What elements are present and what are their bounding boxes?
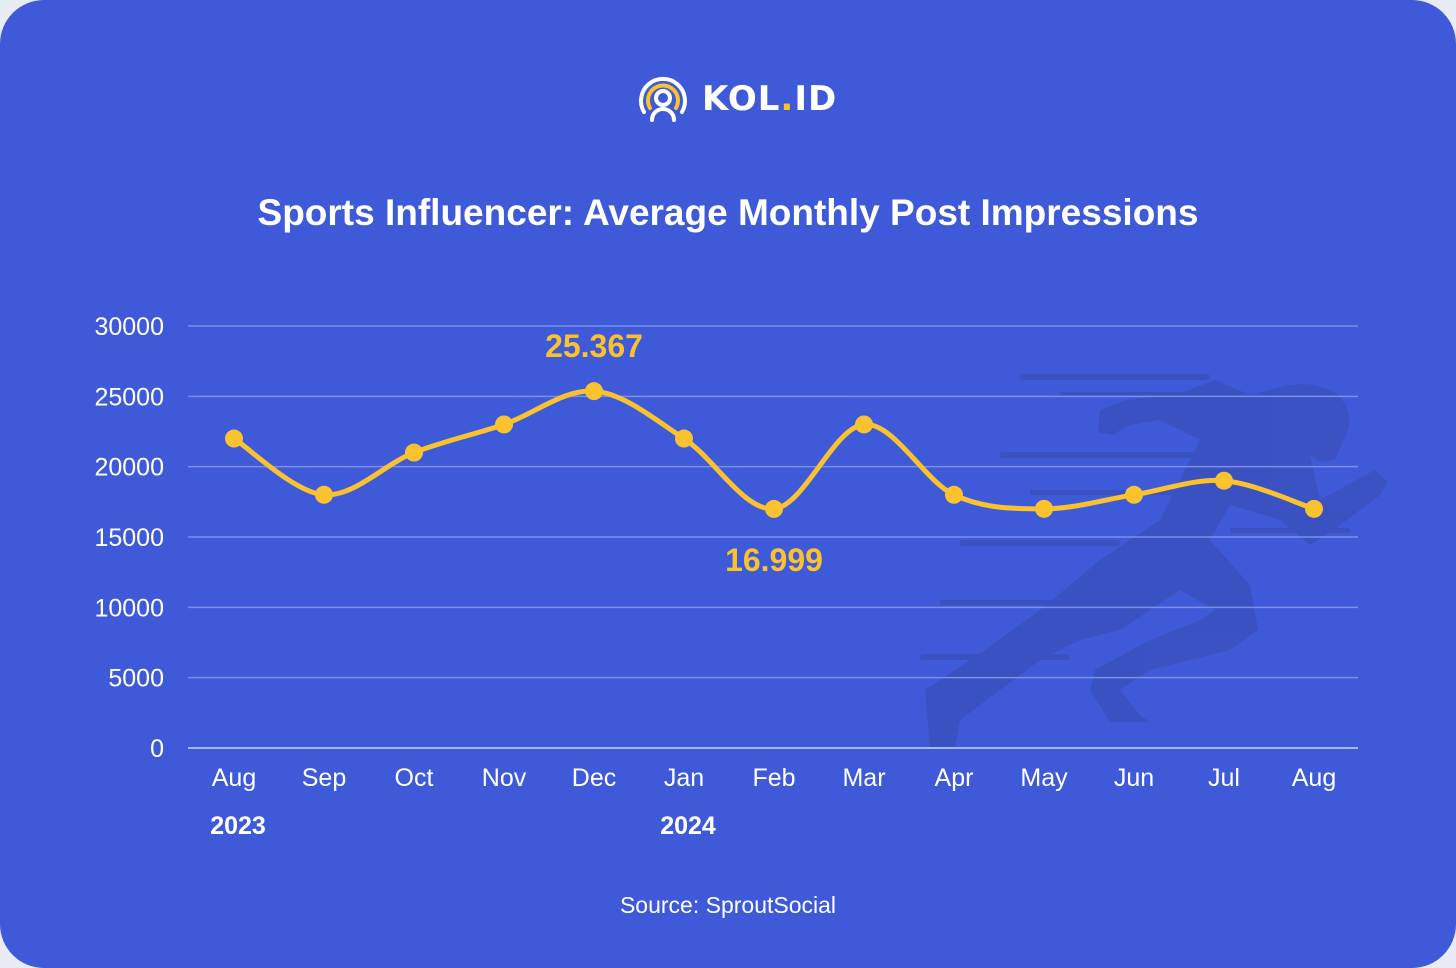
data-point (315, 485, 333, 504)
x-tick-label: Aug (1292, 764, 1336, 792)
x-tick-label: Sep (302, 764, 346, 792)
x-tick-label: Dec (572, 764, 616, 792)
data-point (585, 382, 603, 401)
data-point (1125, 485, 1143, 504)
annotations: 25.367 16.999 (545, 328, 823, 578)
data-point (765, 499, 783, 518)
y-tick-label: 20000 (94, 454, 164, 482)
x-tick-label: Jan (664, 764, 704, 792)
data-label: 16.999 (725, 542, 823, 578)
data-point (855, 415, 873, 434)
runner-silhouette (920, 374, 1388, 748)
data-point (405, 443, 423, 462)
y-tick-label: 15000 (94, 524, 164, 552)
x-tick-label: Jul (1208, 764, 1240, 792)
x-tick-label: Oct (395, 764, 434, 792)
y-tick-label: 5000 (108, 665, 164, 693)
data-point (675, 429, 693, 448)
x-tick-label: Mar (842, 764, 885, 792)
source-note: Source: SproutSocial (619, 892, 837, 918)
x-axis-ticks: Aug Sep Oct Nov Dec Jan Feb Mar Apr May Jun Jul Aug 2… (210, 764, 1336, 840)
data-point (1035, 499, 1053, 518)
gridlines (188, 325, 1358, 749)
y-tick-label: 25000 (94, 383, 164, 411)
y-tick-label: 0 (150, 735, 164, 763)
x-tick-label: Apr (935, 764, 974, 792)
data-point (225, 429, 243, 448)
y-tick-label: 10000 (94, 594, 164, 622)
data-point (1305, 499, 1323, 518)
year-label: 2023 (210, 812, 266, 840)
data-point (1215, 471, 1233, 490)
y-axis-ticks: 0 5000 10000 15000 20000 25000 30000 (94, 313, 164, 763)
brand-name: KOL.ID (702, 79, 838, 119)
x-tick-label: May (1020, 764, 1068, 792)
data-point (945, 485, 963, 504)
data-point (495, 415, 513, 434)
x-tick-label: Jun (1114, 764, 1154, 792)
broadcast-person-icon (639, 76, 687, 122)
x-tick-label: Aug (212, 764, 256, 792)
year-label: 2024 (660, 812, 716, 840)
y-tick-label: 30000 (94, 313, 164, 341)
brand-logo: KOL.ID (636, 72, 837, 126)
x-tick-label: Nov (482, 764, 527, 792)
data-label: 25.367 (545, 328, 643, 364)
x-tick-label: Feb (752, 764, 795, 792)
data-points (225, 382, 1323, 518)
chart-title: Sports Influencer: Average Monthly Post … (257, 192, 1199, 233)
